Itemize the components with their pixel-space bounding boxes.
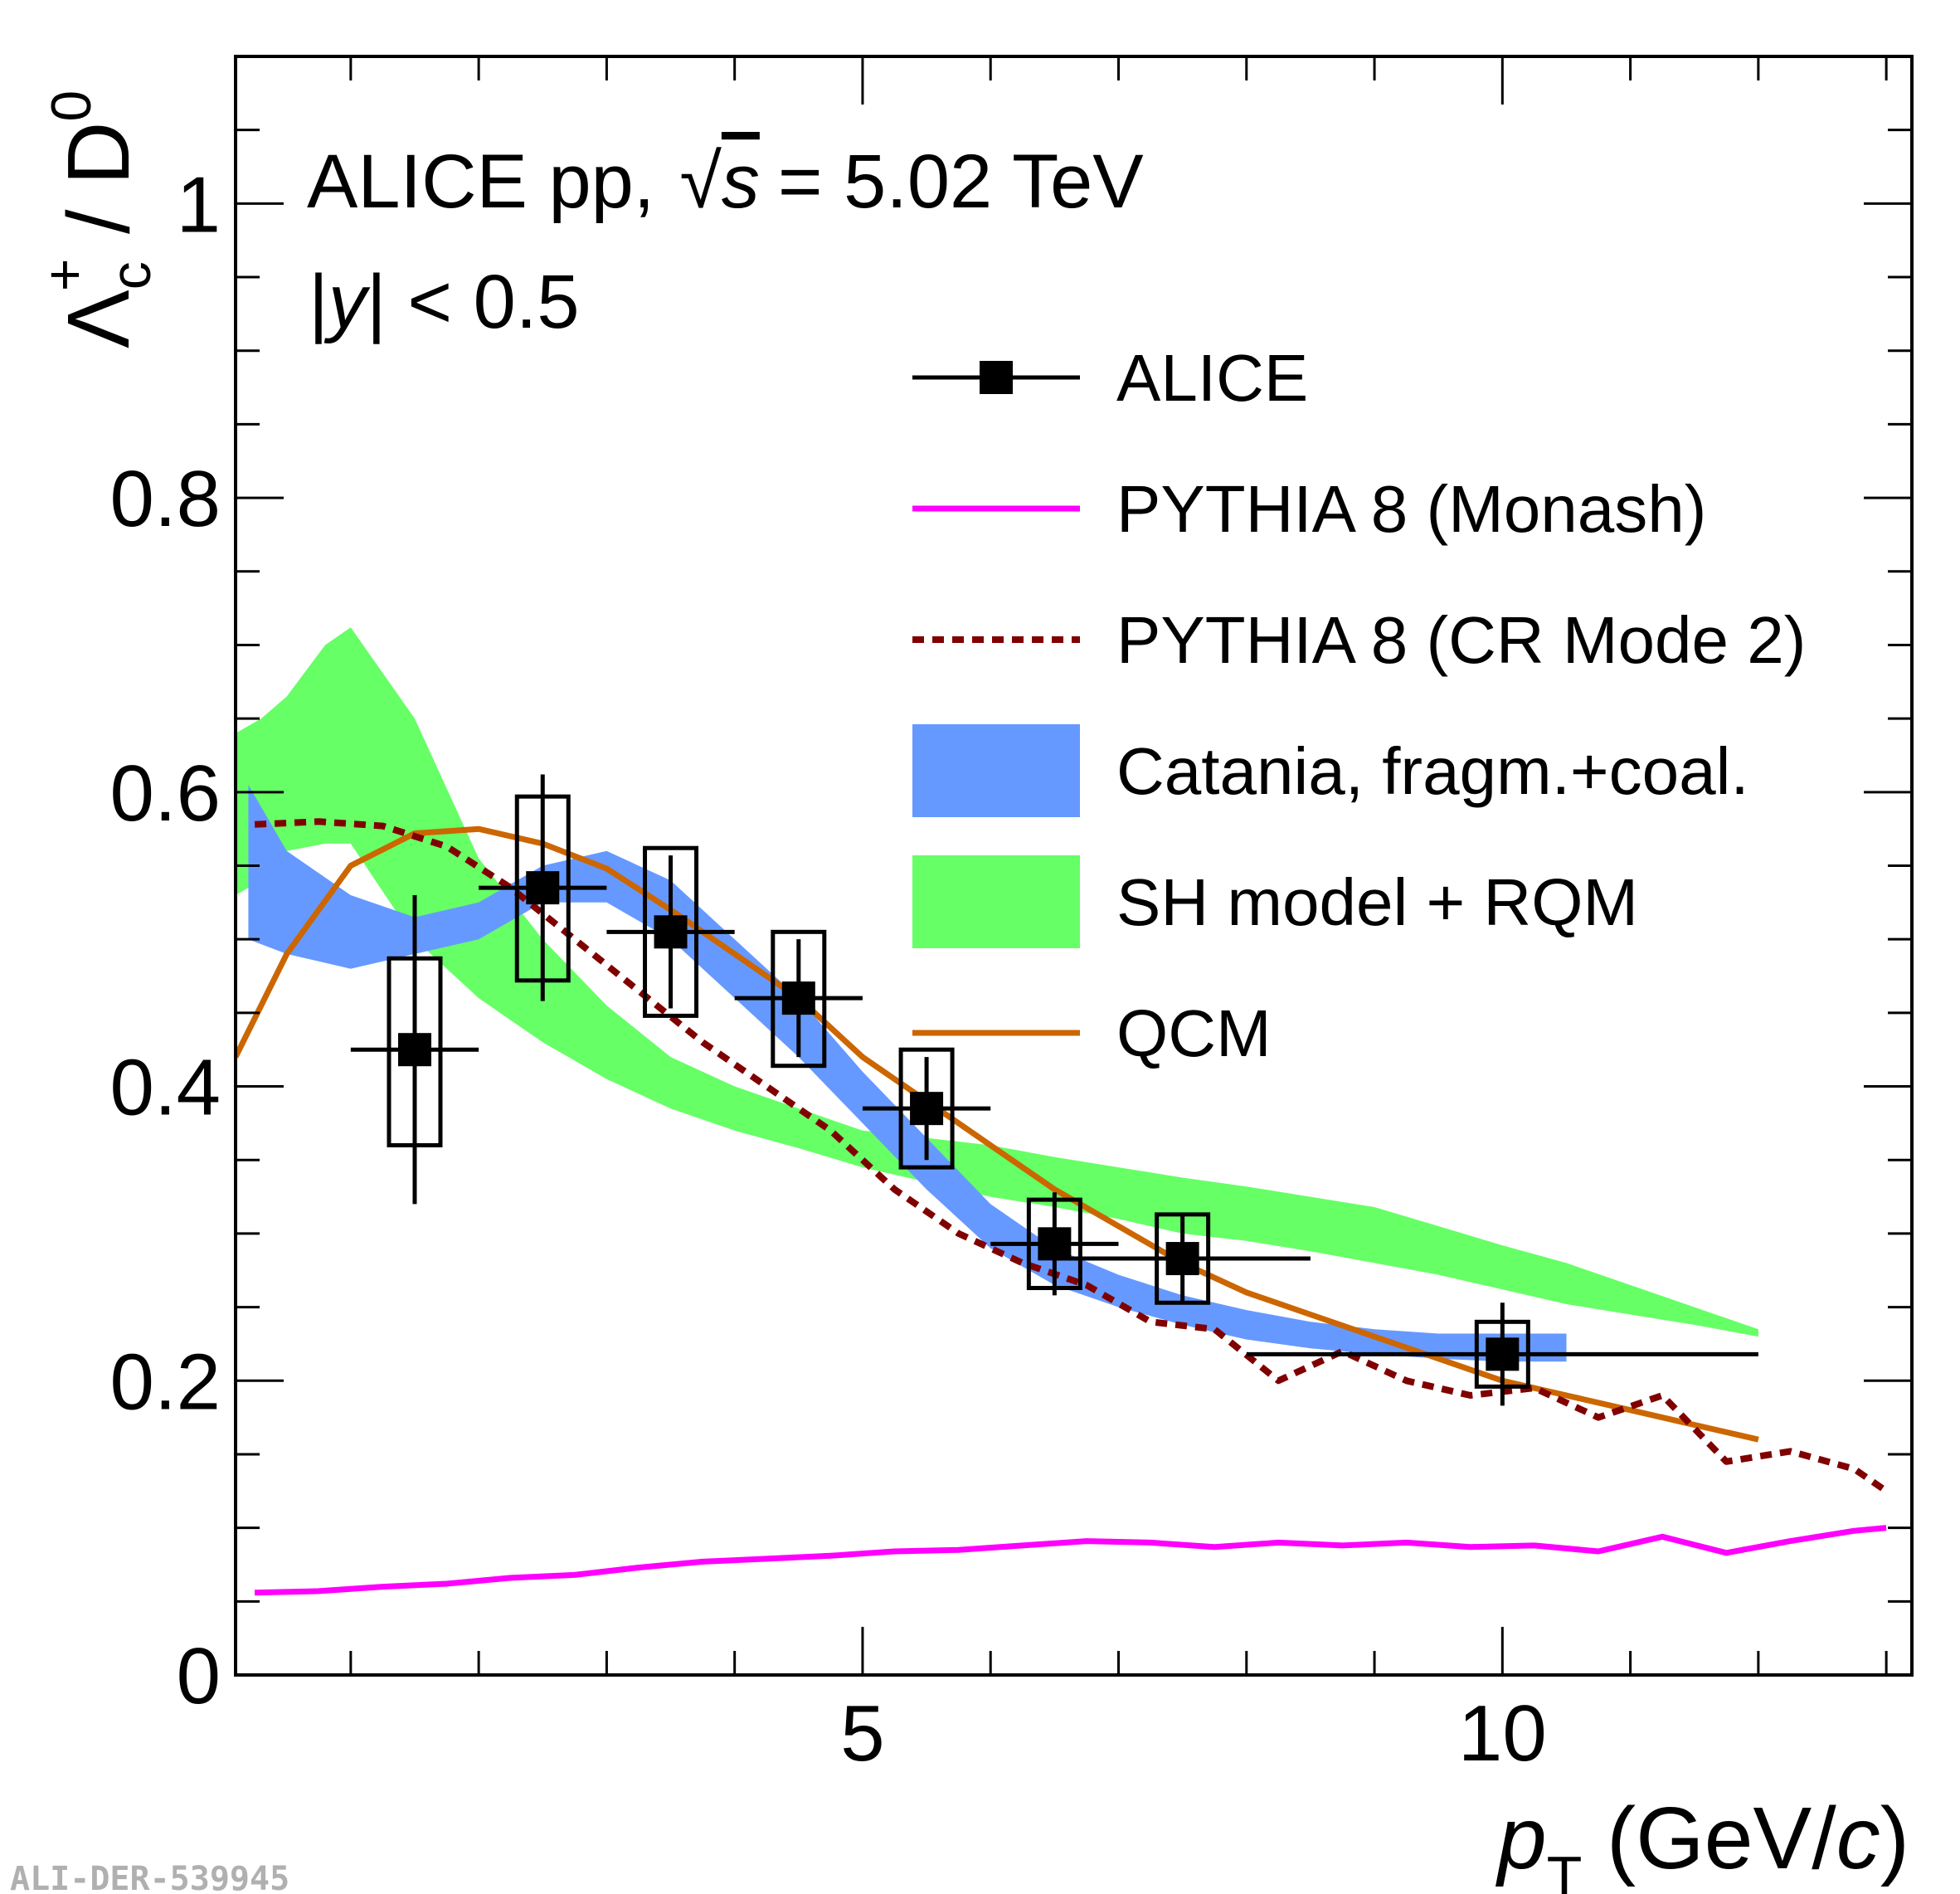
square-marker [654,915,688,949]
x-axis-title: pT (GeV/c) [1496,1789,1909,1894]
x-tick-labels: 5 10 [840,1689,1546,1778]
alice-point [350,894,479,1205]
alice-point [606,845,735,1018]
y-axis-title: Λc+ / D0 [33,90,163,348]
legend-label: SH model + RQM [1116,865,1638,939]
legend-label: Catania, fragm.+coal. [1116,734,1749,808]
legend-marker [980,361,1013,394]
legend-item: Catania, fragm.+coal. [912,724,1749,817]
legend-item: QCM [912,996,1272,1070]
square-marker [397,1033,431,1067]
legend-item: PYTHIA 8 (Monash) [912,472,1706,546]
line-pythia-8-monash [255,1525,1887,1596]
y-tick-label: 1 [177,160,221,249]
legend-swatch [912,855,1080,948]
alice-point [990,1192,1119,1296]
legend-label: PYTHIA 8 (Monash) [1116,472,1706,546]
y-tick-label: 0.6 [110,749,221,838]
x-tick-label: 5 [840,1689,884,1778]
y-tick-label: 0 [177,1632,221,1721]
square-marker [1486,1337,1520,1371]
legend-label: ALICE [1116,341,1308,415]
legend-label: PYTHIA 8 (CR Mode 2) [1116,603,1806,677]
alice-point [862,1047,991,1170]
watermark: ALI-DER-539945 [10,1860,289,1894]
y-tick-labels: 0 0.2 0.4 0.6 0.8 1 [110,160,221,1721]
legend-item: ALICE [912,341,1308,415]
y-tick-label: 0.4 [110,1044,221,1132]
square-marker [910,1092,944,1126]
alice-point [734,929,863,1069]
legend: ALICE PYTHIA 8 (Monash) PYTHIA 8 (CR Mode … [912,341,1806,1070]
annotation-collision-system: ALICE pp, √s = 5.02 TeV [307,139,1144,224]
legend-label: QCM [1116,996,1272,1070]
axis-ticks [236,55,1912,1677]
legend-swatch [912,724,1080,817]
y-tick-label: 0.8 [110,455,221,543]
x-tick-label: 10 [1458,1689,1547,1778]
legend-item: PYTHIA 8 (CR Mode 2) [912,603,1806,677]
alice-point [479,774,607,1001]
y-tick-label: 0.2 [110,1337,221,1426]
alice-data-points [350,774,1758,1406]
alice-point [1246,1302,1758,1406]
line-pythia-8-cr-mode-2 [254,818,1889,1494]
legend-item: SH model + RQM [912,855,1638,948]
square-marker [1165,1242,1199,1276]
square-marker [781,981,815,1015]
annotation-rapidity: |y| < 0.5 [309,260,580,344]
square-marker [1038,1227,1072,1261]
alice-point [1054,1212,1311,1305]
square-marker [526,871,560,905]
